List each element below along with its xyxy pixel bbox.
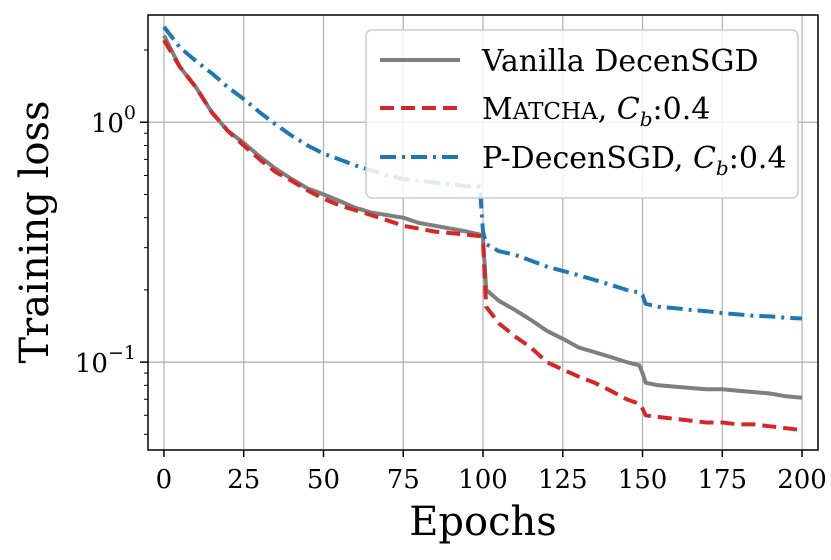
x-tick-label: 125 (538, 465, 588, 495)
x-tick-label: 175 (697, 465, 747, 495)
series-line-1 (162, 39, 803, 433)
legend: Vanilla DecenSGD MATCHA, Cb:0.4 P-DecenS… (365, 29, 799, 199)
legend-box (365, 29, 799, 199)
x-tick-label: 50 (307, 465, 340, 495)
x-tick-label: 150 (618, 465, 668, 495)
y-axis-title: Training loss (12, 100, 58, 363)
x-axis-title: Epochs (409, 499, 557, 545)
x-tick-label: 0 (156, 465, 173, 495)
series-line-2 (162, 25, 803, 321)
y-tick-label: 10−1 (75, 342, 136, 379)
legend-label-vanilla: Vanilla DecenSGD (481, 44, 759, 79)
y-tick-label: 100 (91, 102, 136, 139)
y-tick-labels: 10−1 100 (75, 102, 136, 379)
x-tick-label: 100 (458, 465, 508, 495)
legend-label-matcha: MATCHA, Cb:0.4 (482, 92, 710, 131)
x-tick-label: 25 (227, 465, 260, 495)
x-tick-label: 200 (777, 465, 827, 495)
series-lines (162, 25, 803, 433)
x-tick-labels: 0 25 50 75 100 125 150 175 200 (156, 465, 827, 495)
x-tick-label: 75 (387, 465, 420, 495)
legend-label-pdecensgd: P-DecenSGD, Cb:0.4 (482, 141, 787, 180)
axis-ticks (140, 49, 803, 457)
